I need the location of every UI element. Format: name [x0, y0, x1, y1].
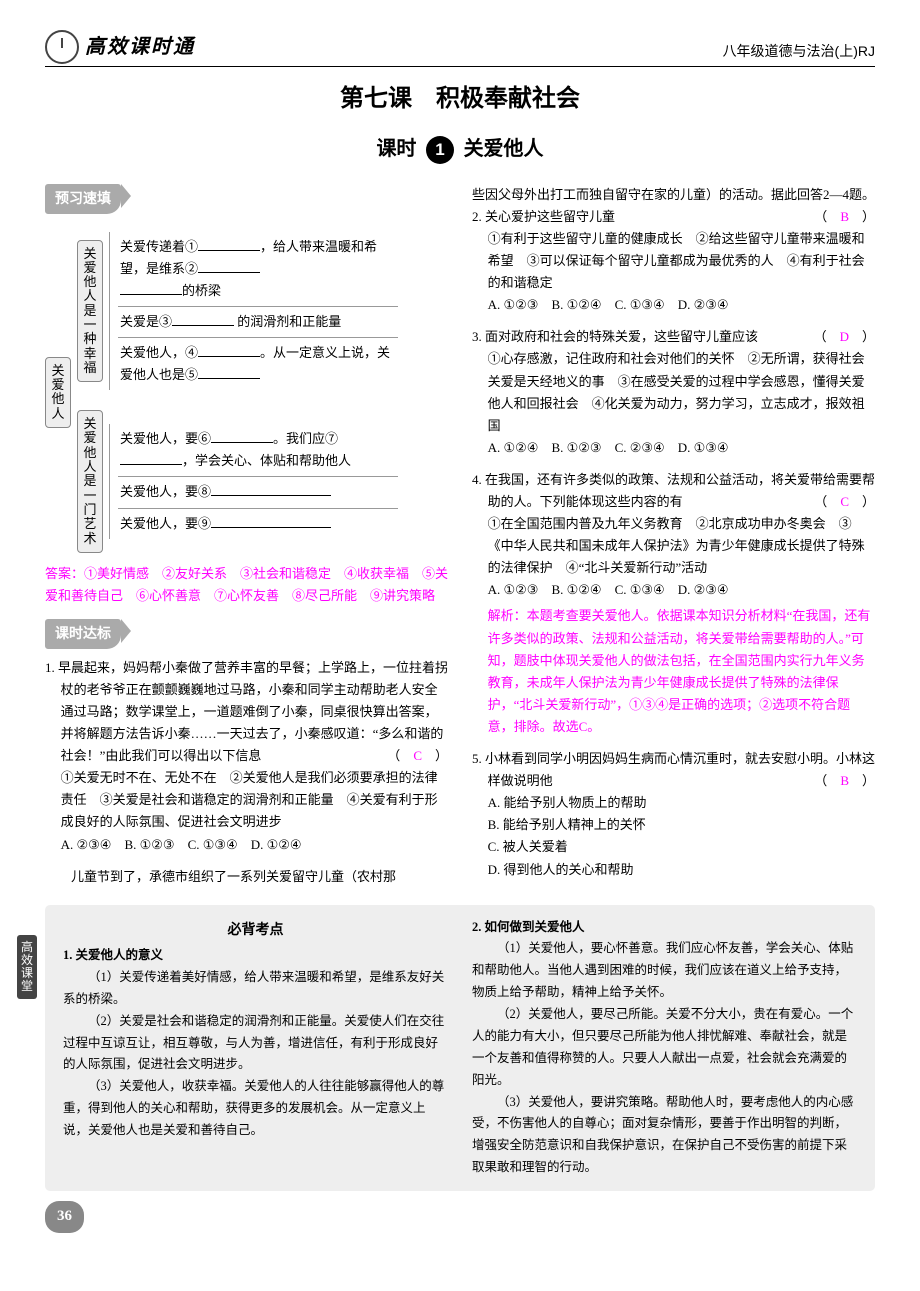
grade-label: 八年级道德与法治(上)RJ: [723, 40, 875, 64]
keypoints-title: 必背考点: [63, 917, 448, 942]
q3-answer: D: [840, 329, 849, 344]
q2-answer: B: [840, 209, 849, 224]
period-number: 1: [426, 136, 454, 164]
scenario-intro-part2: 些因父母外出打工而独自留守在家的儿童）的活动。据此回答2—4题。: [472, 184, 875, 206]
tree-mid-2: 关爱他人是一门艺术: [77, 410, 103, 553]
concept-tree: 关爱他人 关爱他人是一种幸福 关爱传递着①，给人带来温暖和希望，是维系②的桥梁 …: [45, 232, 448, 553]
tree-leaf: 关爱他人，要⑧: [118, 477, 398, 508]
q1-answer: C: [413, 748, 422, 763]
tree-leaf: 关爱他人，要⑨: [118, 509, 398, 539]
page-header: 高效课时通 八年级道德与法治(上)RJ: [45, 30, 875, 67]
tree-leaf: 关爱是③ 的润滑剂和正能量: [118, 307, 398, 338]
preview-tag: 预习速填: [45, 184, 121, 214]
q5-answer: B: [840, 773, 849, 788]
question-2: 2. 关心爱护这些留守儿童 （ B ） ①有利于这些留守儿童的健康成长 ②给这些…: [472, 206, 875, 316]
kp-sub2: 2. 如何做到关爱他人: [472, 917, 857, 939]
question-5: 5. 小林看到同学小明因妈妈生病而心情沉重时，就去安慰小明。小林这样做说明他 （…: [472, 748, 875, 881]
fill-answers: 答案：①美好情感 ②友好关系 ③社会和谐稳定 ④收获幸福 ⑤关爱和善待自己 ⑥心…: [45, 563, 448, 607]
tree-mid-1: 关爱他人是一种幸福: [77, 240, 103, 383]
tree-leaf: 关爱他人，要⑥。我们应⑦，学会关心、体贴和帮助他人: [118, 424, 398, 477]
side-tab: 高效课堂: [17, 935, 37, 1000]
q4-explain: 解析：本题考查要关爱他人。依据课本知识分析材料“在我国，还有许多类似的政策、法规…: [488, 605, 875, 738]
period-line: 课时 1 关爱他人: [45, 132, 875, 166]
standard-tag: 课时达标: [45, 619, 121, 649]
tree-leaf: 关爱他人，④。从一定意义上说，关爱他人也是⑤: [118, 338, 398, 390]
period-prefix: 课时: [376, 138, 416, 160]
page-number-wrap: 36: [45, 1201, 875, 1233]
scenario-intro-part1: 儿童节到了，承德市组织了一系列关爱留守儿童（农村那: [45, 866, 448, 888]
question-4: 4. 在我国，还有许多类似的政策、法规和公益活动，将关爱带给需要帮助的人。下列能…: [472, 469, 875, 738]
kp-sub1: 1. 关爱他人的意义: [63, 945, 448, 967]
question-1: 1. 早晨起来，妈妈帮小秦做了营养丰富的早餐；上学路上，一位拄着拐杖的老爷爷正在…: [45, 657, 448, 856]
page-number: 36: [45, 1201, 84, 1233]
period-name: 关爱他人: [464, 138, 544, 160]
brand-title: 高效课时通: [85, 30, 195, 64]
tree-leaf: 关爱传递着①，给人带来温暖和希望，是维系②的桥梁: [118, 232, 398, 307]
q4-answer: C: [840, 494, 849, 509]
keypoints-box: 必背考点 1. 关爱他人的意义 （1）关爱传递着美好情感，给人带来温暖和希望，是…: [45, 905, 875, 1192]
clock-icon: [45, 30, 79, 64]
lesson-title: 第七课 积极奉献社会: [45, 79, 875, 120]
question-3: 3. 面对政府和社会的特殊关爱，这些留守儿童应该 （ D ） ①心存感激，记住政…: [472, 326, 875, 459]
tree-root: 关爱他人: [45, 357, 71, 428]
